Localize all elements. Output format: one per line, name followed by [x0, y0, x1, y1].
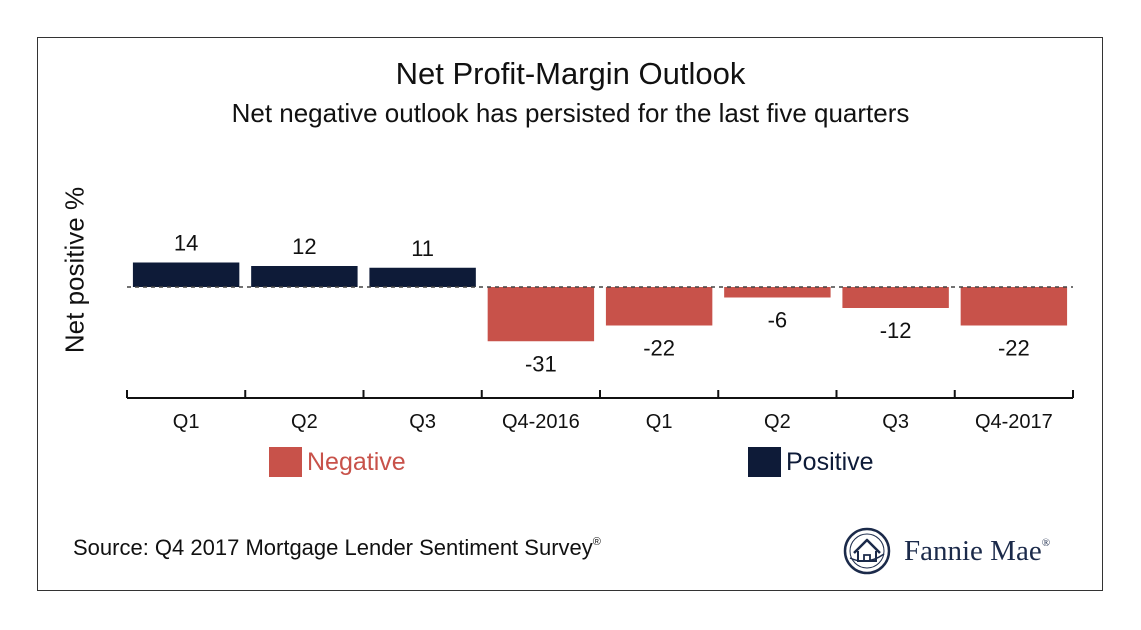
legend-label-positive: Positive [786, 447, 874, 476]
brand-name-text: Fannie Mae [904, 534, 1042, 567]
legend-swatch-negative [269, 447, 302, 477]
bar [960, 287, 1068, 326]
source-note: Source: Q4 2017 Mortgage Lender Sentimen… [73, 535, 601, 561]
bar [724, 287, 831, 298]
data-label: -12 [880, 318, 912, 343]
data-label: 11 [411, 236, 434, 261]
house-seal-icon [843, 527, 891, 575]
data-label: -22 [998, 336, 1030, 361]
bar [251, 266, 358, 287]
brand-logo: Fannie Mae® [842, 526, 1050, 576]
legend-swatch-positive [748, 447, 781, 477]
chart-frame [37, 37, 1103, 591]
x-tick-label: Q2 [291, 411, 318, 433]
chart-title: Net Profit-Margin Outlook [395, 56, 746, 91]
bar [369, 267, 476, 287]
data-label: -22 [643, 336, 675, 361]
x-tick-label: Q3 [409, 411, 436, 433]
x-tick-label: Q1 [646, 411, 673, 433]
bar [605, 287, 713, 326]
chart-subtitle: Net negative outlook has persisted for t… [231, 98, 910, 128]
bar [487, 287, 595, 342]
data-label: -31 [525, 351, 557, 376]
brand-registered-mark: ® [1041, 536, 1051, 549]
legend-negative: Negative [269, 447, 406, 477]
source-text: Source: Q4 2017 Mortgage Lender Sentimen… [73, 535, 593, 560]
data-label: 12 [292, 234, 316, 259]
x-tick-label: Q2 [764, 411, 791, 433]
data-label: 14 [174, 231, 198, 256]
brand-name: Fannie Mae® [904, 535, 1050, 568]
bar [842, 287, 949, 308]
source-registered-mark: ® [592, 536, 601, 548]
x-tick-label: Q1 [173, 411, 200, 433]
x-tick-label: Q3 [882, 411, 909, 433]
bar [132, 262, 240, 287]
x-tick-label: Q4-2017 [975, 411, 1053, 433]
x-tick-label: Q4-2016 [502, 411, 580, 433]
legend-label-negative: Negative [307, 447, 406, 476]
data-label: -6 [768, 308, 788, 333]
legend-positive: Positive [748, 447, 874, 477]
